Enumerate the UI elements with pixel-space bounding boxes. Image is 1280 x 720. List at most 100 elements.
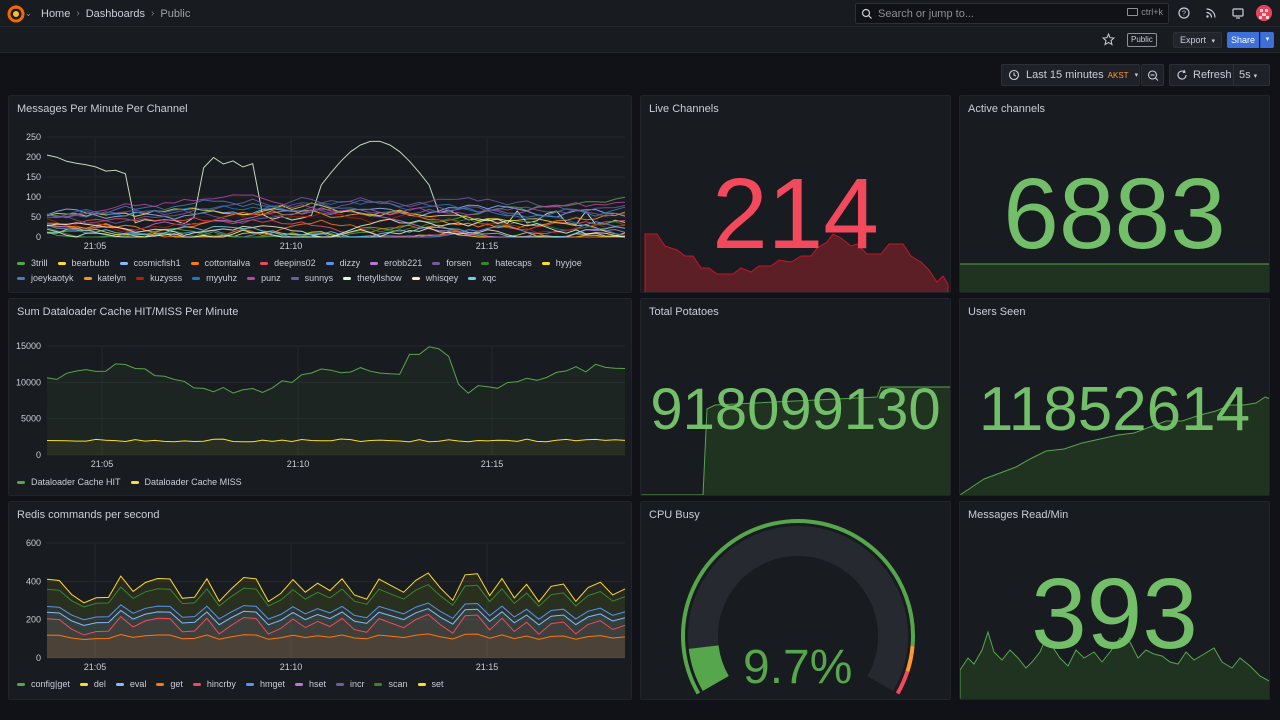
legend-swatch (192, 276, 201, 280)
legend-swatch (192, 682, 201, 686)
legend-item[interactable]: hincrby (192, 679, 236, 689)
breadcrumb-home[interactable]: Home (41, 7, 71, 20)
legend-label: hmget (259, 679, 285, 689)
chart-legend: Dataloader Cache HIT Dataloader Cache MIS… (17, 477, 617, 487)
panel-title: Total Potatoes (649, 306, 719, 318)
legend-item[interactable]: thetyllshow (343, 273, 402, 283)
legend-item[interactable]: deepins02 (260, 258, 316, 268)
legend-label: config|get (31, 679, 70, 689)
legend-item[interactable]: scan (374, 679, 408, 689)
grafana-logo-icon[interactable] (7, 5, 25, 23)
series-line (46, 209, 626, 233)
messages-chart[interactable]: 250 200 150 100 50 0 21:05 21:10 21:15 (9, 96, 632, 256)
legend-item[interactable]: whisqey (411, 273, 458, 283)
chevron-down-icon[interactable]: ⌄ (25, 9, 32, 18)
legend-item[interactable]: config|get (17, 679, 70, 689)
legend-swatch (17, 480, 25, 484)
gauge-threshold-red (895, 670, 910, 695)
legend-item[interactable]: myyuhz (192, 273, 237, 283)
legend-item[interactable]: cosmicfish1 (119, 258, 181, 268)
series-line (46, 602, 626, 621)
legend-item[interactable]: hmget (245, 679, 285, 689)
keyboard-icon (1127, 8, 1139, 16)
legend-label: sunnys (304, 273, 334, 283)
x-tick-label: 21:10 (280, 241, 303, 251)
legend-item[interactable]: joeykaotyk (17, 273, 74, 283)
legend-item[interactable]: Dataloader Cache HIT (17, 477, 121, 487)
series-line (46, 438, 626, 443)
dataloader-chart[interactable]: 15000 10000 5000 0 21:05 21:10 21:15 (9, 299, 632, 479)
panel-messages-read: Messages Read/Min 393 (959, 501, 1270, 700)
series-area (47, 633, 625, 658)
legend-item[interactable]: Dataloader Cache MISS (130, 477, 242, 487)
legend-item[interactable]: bearbubb (57, 258, 110, 268)
legend-item[interactable]: hset (294, 679, 326, 689)
legend-label: Dataloader Cache MISS (144, 477, 242, 487)
legend-item[interactable]: set (417, 679, 444, 689)
legend-item[interactable]: xqc (468, 273, 496, 283)
chevron-down-icon: ▾ (1253, 73, 1258, 80)
time-range-picker[interactable]: Last 15 minutes AKST ▾ (1001, 64, 1140, 86)
legend-item[interactable]: get (156, 679, 183, 689)
legend-item[interactable]: hyyjoe (541, 258, 582, 268)
gauge-threshold-green (681, 519, 915, 695)
legend-swatch (245, 682, 254, 686)
share-dropdown-button[interactable]: ▾ (1260, 32, 1274, 48)
y-tick-label: 0 (36, 232, 41, 242)
clock-icon (1008, 69, 1020, 81)
legend-swatch (57, 261, 66, 265)
series-line (46, 204, 626, 220)
legend-item[interactable]: dizzy (325, 258, 360, 268)
y-tick-label: 100 (26, 192, 41, 202)
y-tick-label: 200 (26, 152, 41, 162)
stat-value: 11852614 (978, 375, 1251, 444)
legend-item[interactable]: del (79, 679, 106, 689)
refresh-interval-picker[interactable]: 5s ▾ (1234, 64, 1270, 86)
chevron-down-icon: ▾ (1134, 72, 1139, 79)
zoom-out-button[interactable] (1141, 64, 1164, 86)
y-tick-label: 0 (36, 450, 41, 460)
y-tick-label: 10000 (16, 377, 41, 387)
redis-chart[interactable]: 600 400 200 0 21:05 21:10 21:15 (9, 502, 632, 680)
legend-item[interactable]: punz (247, 273, 281, 283)
total-potatoes-sparkline (641, 386, 950, 495)
legend-swatch (468, 276, 477, 280)
legend-item[interactable]: erobb221 (370, 258, 422, 268)
legend-item[interactable]: kuzysss (136, 273, 182, 283)
legend-label: erobb221 (384, 258, 423, 268)
top-nav: ⌄ Home › Dashboards › Public Search or j… (0, 0, 1280, 27)
panel-title: Active channels (968, 103, 1046, 115)
legend-item[interactable]: eval (115, 679, 146, 689)
export-button[interactable]: Export ▾ (1173, 32, 1223, 48)
legend-item[interactable]: 3trill (17, 258, 48, 268)
legend-item[interactable]: katelyn (83, 273, 126, 283)
zoom-out-icon (1147, 70, 1159, 81)
legend-item[interactable]: hatecaps (481, 258, 532, 268)
public-badge: Public (1127, 33, 1157, 47)
search-placeholder: Search or jump to... (878, 7, 974, 20)
breadcrumb-dashboards[interactable]: Dashboards (85, 7, 146, 20)
star-icon[interactable] (1102, 33, 1115, 46)
series-area (47, 346, 625, 455)
refresh-label: Refresh (1193, 69, 1232, 81)
legend-label: forsen (446, 258, 472, 268)
avatar[interactable] (1256, 5, 1272, 21)
search-input[interactable]: Search or jump to... ctrl+k (855, 3, 1169, 24)
messages-read-sparkline (960, 630, 1269, 699)
legend-item[interactable]: sunnys (290, 273, 334, 283)
legend-swatch (119, 261, 128, 265)
svg-text:?: ? (1182, 11, 1186, 18)
refresh-icon (1177, 69, 1187, 80)
gauge-track (688, 526, 908, 691)
y-tick-label: 5000 (21, 414, 41, 424)
series-line (46, 140, 626, 226)
monitor-icon[interactable] (1231, 6, 1245, 20)
refresh-button[interactable]: Refresh (1169, 64, 1234, 86)
share-button[interactable]: Share (1227, 32, 1259, 48)
legend-item[interactable]: cottontailva (190, 258, 250, 268)
rss-icon[interactable] (1204, 6, 1218, 20)
timezone-label: AKST (1107, 70, 1129, 80)
help-icon[interactable]: ? (1177, 6, 1191, 20)
legend-item[interactable]: forsen (432, 258, 471, 268)
legend-item[interactable]: incr (335, 679, 364, 689)
